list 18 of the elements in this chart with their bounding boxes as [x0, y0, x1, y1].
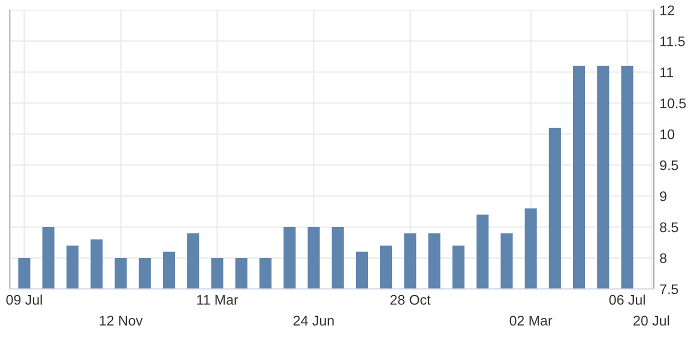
y-tick-label: 8.5 [660, 222, 678, 232]
x-tick-label: 11 Mar [197, 295, 238, 305]
x-tick-label: 09 Jul [6, 294, 42, 305]
x-tick-label: 12 Nov [100, 316, 143, 326]
y-tick-label: 11 [660, 68, 674, 78]
x-tick-label: 20 Jul [634, 315, 669, 326]
x-tick-label: 28 Oct [390, 294, 431, 305]
x-tick-label: 24 Jun [294, 316, 334, 326]
y-tick-label: 10 [660, 129, 674, 140]
y-tick-label: 12 [660, 5, 674, 16]
y-tick-label: 9 [660, 191, 666, 202]
x-tick-label: 02 Mar [510, 316, 552, 326]
x-tick-label: 06 Jul [609, 294, 645, 305]
y-tick-label: 9.5 [660, 160, 678, 170]
y-tick-label: 10.5 [660, 98, 686, 108]
y-tick-label: 8 [660, 253, 666, 264]
y-tick-label: 11.5 [660, 36, 685, 46]
y-tick-label: 7.5 [660, 284, 678, 294]
